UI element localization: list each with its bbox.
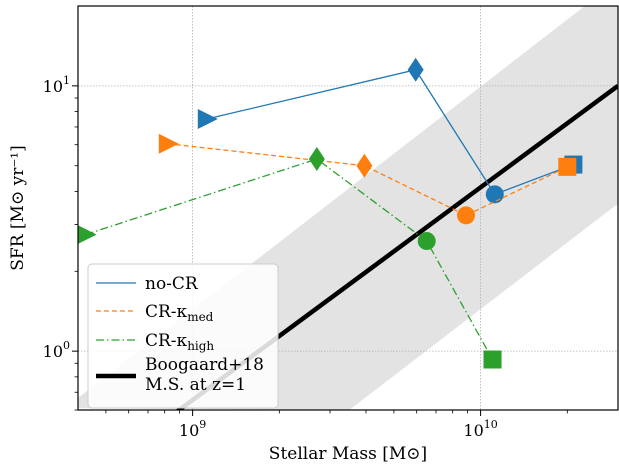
data-point-triangle-right	[158, 133, 179, 154]
series-line	[167, 143, 568, 217]
legend-label-main-sequence-line2: M.S. at z=1	[145, 375, 246, 395]
tick-label-exponent: 9	[199, 418, 206, 431]
tick-label-exponent: 10	[484, 418, 498, 431]
y-tick-label: 100	[43, 339, 70, 361]
legend-label-main: CR-κ	[145, 331, 188, 351]
series-line	[85, 158, 494, 360]
tick-label-base: 10	[179, 421, 199, 440]
data-point-circle	[417, 232, 436, 251]
y-tick-label: 101	[43, 74, 70, 96]
data-point-diamond	[356, 153, 373, 178]
legend-label-main: no-CR	[145, 274, 199, 294]
tick-label-exponent: 0	[63, 339, 70, 352]
data-point-circle	[485, 185, 504, 204]
legend-label-2: CR-κhigh	[145, 331, 214, 353]
data-point-triangle-right	[78, 225, 97, 244]
plot-frame	[77, 5, 619, 411]
series-0	[197, 57, 583, 204]
legend-box	[87, 263, 279, 409]
legend-label-main-sequence: Boogaard+18	[145, 355, 264, 375]
data-point-square	[558, 157, 577, 176]
data-point-square	[483, 350, 502, 369]
x-axis-label: Stellar Mass [M⊙]	[269, 444, 427, 464]
data-point-circle	[457, 206, 476, 225]
legend-label-1: CR-κmed	[145, 302, 214, 324]
tick-label-base: 10	[43, 77, 63, 96]
tick-label-base: 10	[43, 342, 63, 361]
tick-label-base: 10	[463, 421, 483, 440]
x-tick-label: 109	[179, 418, 206, 440]
legend-label-sub: high	[187, 339, 214, 353]
data-point-triangle-right	[197, 109, 218, 130]
series-2	[78, 147, 502, 369]
legend-label-0: no-CR	[145, 274, 199, 294]
y-axis-label: SFR [M⊙ yr⁻¹]	[8, 145, 28, 270]
tick-label-exponent: 1	[63, 74, 70, 87]
legend-label-main: CR-κ	[145, 302, 188, 322]
x-tick-label: 1010	[463, 418, 497, 440]
data-point-diamond	[308, 147, 325, 172]
series-1	[158, 133, 577, 225]
legend-label-sub: med	[187, 310, 213, 324]
series-line	[206, 69, 574, 196]
data-point-diamond	[407, 57, 424, 82]
